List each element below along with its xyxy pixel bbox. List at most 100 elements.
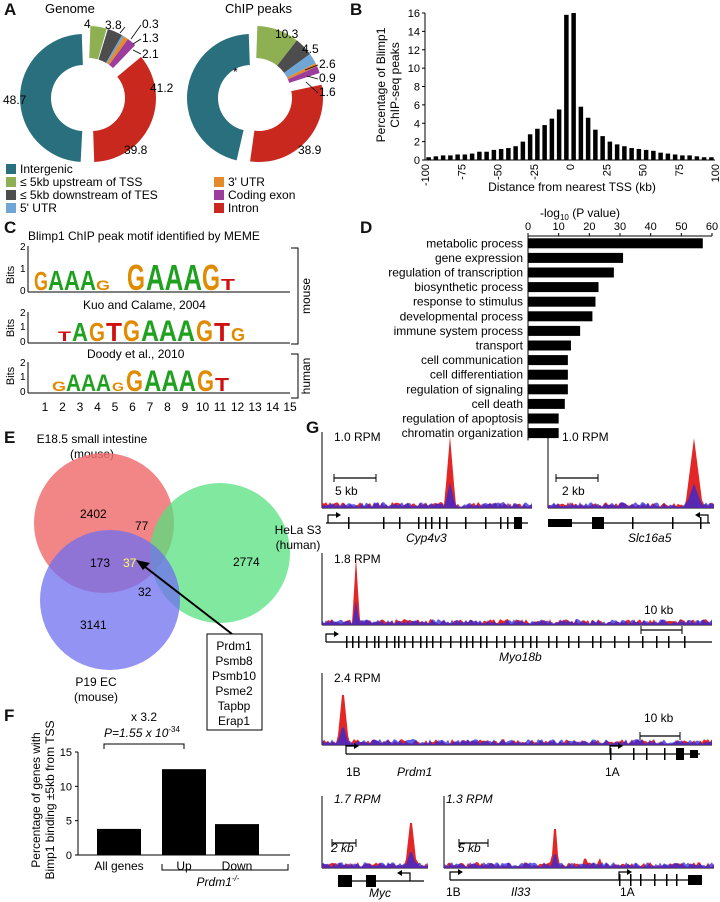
f-ylabel-2: Bimp1 binding ±5kb from TSS [43, 720, 57, 879]
exon [642, 636, 644, 648]
go-term-bar [528, 428, 559, 439]
motif-position-label: 14 [266, 400, 280, 414]
go-term-bar [528, 238, 703, 249]
genome-label-c: 2.1 [142, 47, 159, 61]
exon [366, 875, 376, 887]
histogram-bar [636, 148, 642, 160]
genome-label-intergenic: 48.7 [3, 93, 27, 107]
x-tick-label: -75 [456, 164, 468, 180]
legend-utr5: 5' UTR [20, 201, 57, 215]
prdm1-promoter-1b: 1B [346, 765, 361, 779]
exon [676, 748, 684, 760]
histogram-bar [527, 134, 533, 160]
histogram-bar [520, 141, 526, 160]
go-tick-label: 0 [525, 221, 531, 233]
mouse-label: mouse [299, 278, 313, 314]
tss-ylabel-1: Percentage of Blimp1 [374, 27, 388, 142]
exon [418, 517, 420, 529]
signal-red [322, 823, 428, 868]
tss-arrow [325, 633, 334, 642]
venn-count-hela-p19: 32 [138, 585, 152, 599]
y-tick-label: 16 [408, 8, 420, 20]
exon [654, 874, 656, 886]
svg-text:2: 2 [20, 308, 26, 319]
go-term-bar [528, 296, 596, 307]
signal-track [321, 673, 712, 746]
f-category-label: Down [222, 859, 253, 873]
donut-segment [98, 28, 122, 63]
genome-label-downstream: 3.8 [105, 18, 122, 32]
f-tick-label: 15 [60, 747, 72, 759]
motif-logo-meme: Bits 2 1 0 G AAA G G AAA G T [5, 242, 290, 298]
motif-positions: 1 2 3 4 5 6 7 8 9 10 11 12 13 14 15 [42, 400, 297, 414]
region-legend: Intergenic ≤ 5kb upstream of TSS ≤ 5kb d… [6, 162, 295, 215]
svg-text:0: 0 [20, 387, 26, 398]
motif-logo-kuo: Bits 2 1 0 T A G T G AAA G T G [5, 308, 290, 348]
exon [466, 636, 468, 648]
x-tick-label: 75 [674, 164, 686, 176]
exon [374, 636, 376, 648]
panel-a-letter: A [4, 0, 17, 19]
go-xlabel: -log10 (P value) [540, 206, 620, 222]
svg-text:G: G [197, 365, 214, 398]
track-scale-myo18b: 10 kb [644, 603, 674, 617]
exon [412, 636, 414, 648]
exon [656, 636, 658, 648]
chip-label-downstream: 4.5 [302, 42, 319, 56]
go-term-bar [528, 369, 568, 380]
donut-segment [277, 40, 311, 73]
svg-text:0: 0 [20, 286, 26, 297]
chip-donut [187, 26, 323, 162]
donut-segment [256, 26, 297, 66]
venn-set3-line2: (mouse) [74, 690, 118, 704]
panel-d: -log10 (P value) 0 10 20 30 40 50 60 metabolic … [388, 206, 718, 441]
go-term-label: regulation of apoptosis [402, 412, 523, 426]
go-term-label: regulation of transcription [388, 266, 523, 280]
genome-label-upstream: 4 [84, 17, 91, 31]
significance-bracket [103, 743, 185, 749]
exon [514, 636, 516, 648]
go-term-label: biosynthetic process [414, 280, 523, 294]
p-value: P=1.55 x 10-34 [104, 725, 181, 740]
svg-text:2: 2 [20, 242, 26, 253]
exon [348, 517, 350, 529]
go-tick-label: 30 [614, 221, 626, 233]
exon [394, 636, 396, 648]
legend-intron: Intron [228, 201, 259, 215]
track-scale-myc: 2 kb [330, 841, 354, 855]
exon [556, 636, 558, 648]
x-tick-label: 50 [638, 164, 650, 176]
exon [431, 517, 433, 529]
donut-segment [287, 63, 318, 80]
track-rpm-myo18b: 1.8 RPM [334, 552, 381, 566]
binding-fraction-chart: 0 5 10 15 All genes Up Down [60, 747, 290, 873]
motif-position-label: 1 [42, 400, 49, 414]
exon [366, 636, 368, 648]
exon [592, 636, 594, 648]
exon [668, 636, 670, 648]
histogram-bar [498, 148, 504, 160]
exon [446, 517, 448, 529]
motif-title-meme: Blimp1 ChIP peak motif identified by MEM… [28, 229, 260, 243]
panel-e-letter: E [4, 428, 16, 447]
svg-text:AAA: AAA [146, 257, 202, 298]
svg-text:G: G [126, 365, 143, 398]
fold-change: x 3.2 [131, 710, 157, 724]
track-scale-cyp4v3: 5 kb [335, 484, 358, 498]
panel-g-letter: G [306, 418, 320, 437]
histogram-bar [448, 155, 453, 160]
track-rpm-slc16a5: 1.0 RPM [562, 430, 609, 444]
genome-label-a: 0.3 [142, 17, 159, 31]
prdm1-group-label: Prdm1-/- [197, 874, 240, 889]
exon [383, 517, 385, 529]
svg-text:T: T [215, 375, 229, 395]
exon [630, 874, 632, 886]
exon [398, 636, 400, 648]
tss-arrow [700, 514, 709, 523]
svg-text:G: G [123, 315, 140, 348]
exon [440, 636, 442, 648]
histogram-bar [680, 155, 685, 160]
svg-text:T: T [221, 277, 235, 294]
histogram-bar [658, 152, 663, 160]
exon [500, 517, 502, 529]
